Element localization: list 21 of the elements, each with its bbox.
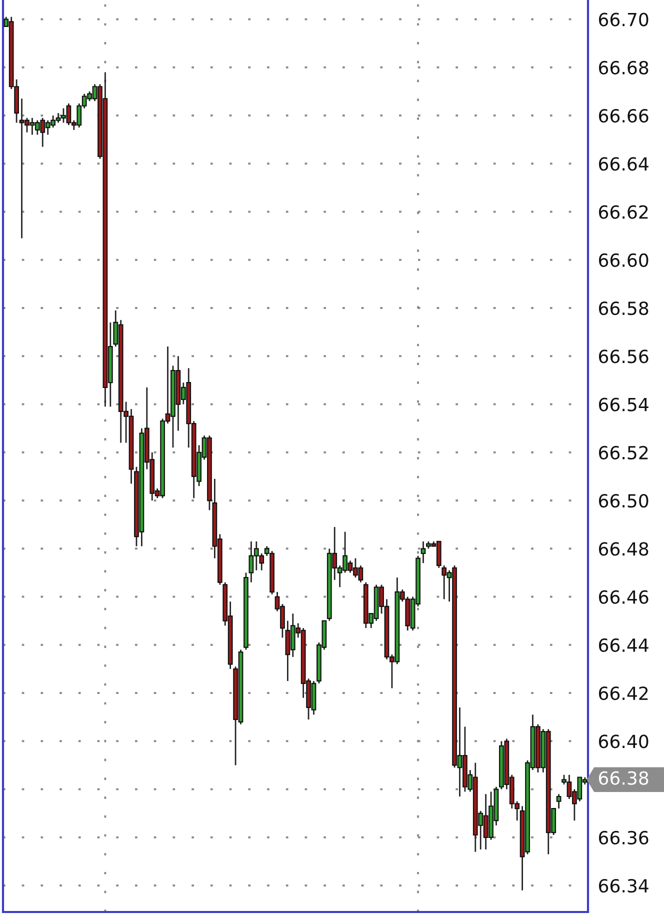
y-tick-label: 66.56: [598, 350, 648, 364]
candlestick: [420, 540, 426, 564]
text: 66.38: [598, 771, 648, 785]
y-tick-label: 66.50: [598, 494, 648, 508]
y-tick-label: 66.58: [598, 301, 648, 316]
y-tick-label: 66.60: [598, 253, 648, 267]
y-tick-label: 66.40: [598, 734, 648, 748]
y-tick-label: 66.46: [598, 590, 648, 604]
y-tick-label: 66.62: [598, 205, 648, 219]
candlestick: [556, 793, 562, 810]
y-tick-label: 66.36: [598, 830, 648, 845]
y-tick-label: 66.52: [598, 446, 648, 460]
y-tick-label: 66.34: [598, 878, 648, 893]
y-tick-label: 66.68: [598, 60, 648, 74]
y-tick-label: 66.54: [598, 398, 648, 412]
y-tick-label: 66.44: [598, 638, 648, 652]
y-tick-label: 66.66: [598, 108, 648, 123]
y-tick-label: 66.48: [598, 542, 648, 556]
y-tick-label: 66.64: [598, 157, 648, 171]
y-tick-label: 66.42: [598, 686, 648, 700]
y-tick-label: 66.70: [598, 12, 648, 26]
